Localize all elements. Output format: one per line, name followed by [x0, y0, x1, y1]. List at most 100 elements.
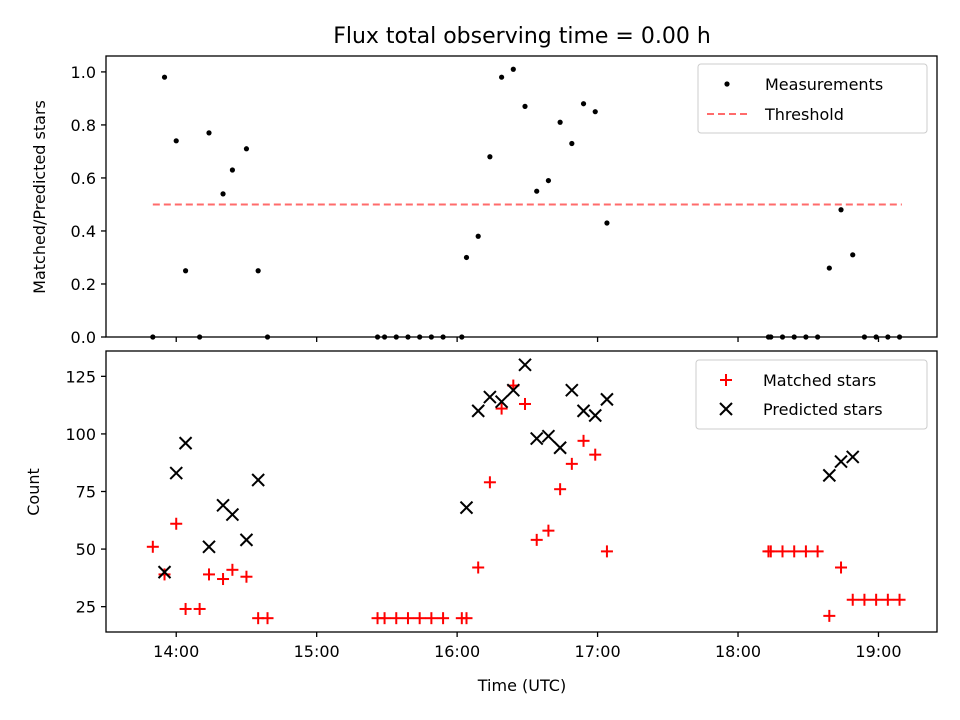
measurement-point: [173, 138, 179, 144]
matched-star-point: [226, 563, 239, 576]
matched-star-point: [495, 402, 508, 415]
matched-star-point: [170, 517, 183, 530]
predicted-star-point: [169, 466, 183, 480]
x-axis-label: Time (UTC): [477, 676, 566, 695]
measurement-point: [557, 119, 563, 125]
matched-star-point: [823, 609, 836, 622]
predicted-star-point: [225, 507, 240, 522]
bottom-y-tick-label: 50: [76, 540, 96, 559]
predicted-star-point: [576, 404, 591, 418]
measurement-point: [463, 254, 470, 261]
legend-threshold-label: Threshold: [764, 105, 844, 124]
measurement-point: [255, 268, 261, 274]
matched-star-point: [240, 570, 253, 583]
measurement-point: [545, 177, 552, 184]
matched-star-point: [202, 568, 215, 581]
predicted-star-point: [565, 383, 579, 397]
predicted-star-point: [459, 500, 474, 515]
bottom-legend-box: [695, 359, 928, 430]
measurement-point: [510, 66, 516, 72]
measurement-point: [243, 146, 250, 152]
predicted-star-point: [553, 441, 567, 455]
top-x-ticks: [175, 337, 880, 342]
measurement-point: [534, 188, 540, 194]
predicted-star-point: [541, 429, 556, 443]
measurement-point: [161, 74, 168, 80]
matched-star-point: [881, 593, 894, 606]
matched-star-point: [261, 612, 274, 625]
measurement-point: [229, 167, 236, 173]
matched-star-point: [589, 448, 602, 461]
legend-predicted-label: Predicted stars: [763, 400, 883, 419]
bottom-x-ticks: 14:00 15:00 16:00 17:00 18:00 19:00: [153, 632, 902, 661]
top-y-ticks: 0.0 0.2 0.4 0.6 0.8 1.0: [71, 63, 106, 347]
bottom-y-tick-label: 25: [76, 598, 96, 617]
matched-star-point: [146, 540, 159, 553]
predicted-star-point: [202, 540, 216, 554]
matched-star-point: [577, 434, 590, 447]
measurement-point: [838, 207, 844, 213]
measurement-point: [487, 154, 493, 160]
matched-star-point: [158, 568, 171, 581]
legend-measurements-label: Measurements: [765, 75, 883, 94]
matched-star-point: [437, 612, 450, 625]
matched-star-point: [483, 476, 496, 489]
bottom-y-tick-label: 75: [76, 483, 96, 502]
top-axes-frame: [105, 55, 938, 338]
predicted-star-point: [530, 431, 544, 446]
matched-star-point: [193, 602, 206, 615]
matched-star-point: [401, 612, 414, 625]
matched-star-point: [835, 561, 848, 574]
bottom-x-tick-label: 18:00: [715, 642, 761, 661]
matched-star-point: [776, 545, 789, 558]
matched-star-point: [413, 612, 426, 625]
predicted-star-point: [178, 436, 193, 450]
measurement-point: [182, 268, 189, 274]
predicted-star-point: [834, 454, 848, 469]
measurement-point: [604, 220, 610, 226]
predicted-star-point: [506, 383, 521, 397]
matched-star-point: [799, 545, 812, 558]
legend-predicted-marker: [719, 402, 733, 416]
matched-star-point: [893, 593, 906, 606]
measurement-point: [580, 101, 587, 107]
matched-star-point: [870, 593, 883, 606]
bottom-y-ticks: 25 50 75 100 125: [65, 367, 106, 617]
bottom-axes-frame: [105, 350, 938, 633]
bottom-panel-marks: [146, 358, 906, 625]
top-y-tick-label: 0.2: [71, 275, 96, 294]
measurement-point: [522, 103, 528, 109]
top-legend: Measurements Threshold: [697, 63, 928, 134]
bottom-x-tick-label: 15:00: [294, 642, 340, 661]
predicted-star-point: [518, 358, 532, 372]
matched-star-point: [764, 545, 777, 558]
matched-star-point: [378, 612, 391, 625]
bottom-x-tick-label: 16:00: [434, 642, 480, 661]
predicted-star-point: [239, 533, 254, 547]
legend-measurements-marker: [724, 81, 730, 87]
matched-star-point: [472, 561, 485, 574]
top-y-axis-label: Matched/Predicted stars: [30, 100, 49, 294]
top-y-tick-label: 0.8: [71, 116, 96, 135]
matched-star-point: [519, 397, 532, 410]
matched-star-point: [460, 612, 473, 625]
top-y-tick-label: 1.0: [71, 63, 96, 82]
bottom-panel: 25 50 75 100 125 14:00 15:00 16:00 17:00 18:00 19…: [24, 350, 938, 695]
predicted-star-point: [588, 408, 602, 423]
measurement-point: [826, 265, 832, 271]
bottom-legend: Matched stars Predicted stars: [695, 359, 928, 430]
predicted-star-point: [494, 394, 509, 409]
predicted-star-point: [483, 390, 497, 404]
predicted-star-point: [157, 565, 172, 579]
bottom-x-tick-label: 17:00: [575, 642, 621, 661]
matched-star-point: [390, 612, 403, 625]
measurement-point: [569, 140, 575, 147]
bottom-x-tick-label: 14:00: [153, 642, 199, 661]
measurement-point: [206, 130, 212, 136]
matched-star-point: [542, 524, 555, 537]
measurement-point: [592, 109, 598, 115]
measurement-point: [475, 233, 481, 239]
predicted-star-point: [822, 468, 837, 483]
matched-star-point: [179, 602, 192, 615]
